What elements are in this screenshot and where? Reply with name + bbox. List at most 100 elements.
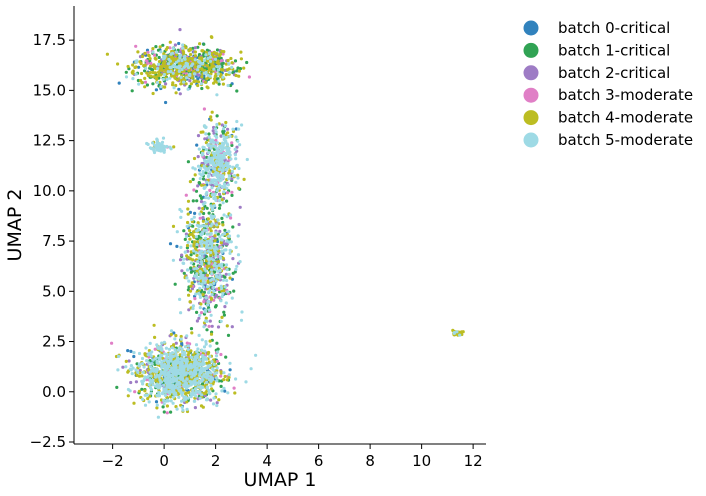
scatter-point [236,173,240,177]
scatter-point [165,352,169,356]
scatter-point [142,64,146,68]
scatter-point [236,176,240,180]
scatter-point [208,159,212,163]
scatter-point [194,292,198,296]
scatter-point [233,270,237,274]
scatter-point [217,79,221,83]
scatter-point [171,71,175,75]
scatter-point [161,405,165,409]
scatter-point [195,143,199,147]
scatter-point [193,240,197,244]
scatter-point [155,382,159,386]
scatter-point [140,387,144,391]
scatter-point [206,264,211,268]
scatter-point [145,71,149,75]
scatter-point [189,261,193,265]
scatter-point [134,380,138,384]
scatter-point [239,57,243,61]
scatter-point [160,347,164,351]
legend-label: batch 1-critical [558,41,670,59]
scatter-point [197,333,201,337]
scatter-point [162,72,166,77]
scatter-point [230,65,234,69]
scatter-point [182,80,186,84]
scatter-point [209,250,213,255]
scatter-point [184,359,188,363]
scatter-point [153,347,157,351]
scatter-point [219,241,223,245]
scatter-point [191,365,195,369]
scatter-point [234,157,238,161]
scatter-point [219,175,223,179]
scatter-point [207,135,211,139]
scatter-point [196,221,200,225]
scatter-point [141,382,145,386]
scatter-point [237,127,241,131]
scatter-point [211,180,215,184]
scatter-point [200,196,204,200]
scatter-point [212,64,216,68]
scatter-point [217,276,221,280]
scatter-point [182,261,186,265]
scatter-point [206,374,210,378]
scatter-point [222,313,226,317]
scatter-point [209,115,213,119]
scatter-point [189,380,193,384]
scatter-point [208,166,212,170]
scatter-point [201,202,206,206]
scatter-point [210,360,214,364]
scatter-point [191,306,195,311]
scatter-point [229,213,233,217]
scatter-point [143,85,147,89]
scatter-point [196,385,200,389]
scatter-point [155,137,159,141]
scatter-point [188,72,192,76]
scatter-point [147,349,151,353]
scatter-point [175,65,179,69]
scatter-point [209,371,213,375]
scatter-point [213,372,217,376]
scatter-point [197,358,201,362]
scatter-point [203,80,207,84]
scatter-point [219,299,223,303]
scatter-point [145,393,150,397]
scatter-point [235,264,239,268]
scatter-point [202,373,206,377]
scatter-point [141,370,145,374]
scatter-point [171,362,175,366]
scatter-point [212,281,216,285]
scatter-point [150,362,154,366]
legend-marker [523,20,539,36]
scatter-point [199,130,203,134]
scatter-point [194,189,199,193]
legend: batch 0-critical batch 1-critical batch 2-… [523,19,693,149]
scatter-point [201,177,206,181]
scatter-point [249,367,253,371]
scatter-point [197,59,201,63]
y-tick-label: −2.5 [30,433,66,451]
scatter-point [214,354,219,358]
scatter-point [181,408,185,412]
scatter-point [206,249,210,253]
scatter-point [196,45,200,49]
scatter-point [195,366,199,370]
scatter-point [183,345,188,349]
scatter-point [193,54,198,58]
scatter-point [186,344,191,348]
scatter-point [196,240,200,244]
scatter-point [237,166,241,171]
scatter-point [201,219,205,223]
scatter-point [162,372,166,376]
scatter-point [180,58,184,63]
scatter-point [209,297,214,301]
scatter-point [214,304,218,308]
scatter-point [162,410,166,414]
scatter-point [196,184,200,188]
scatter-point [207,324,211,328]
scatter-point [232,386,236,390]
scatter-point [200,282,204,286]
scatter-point [193,399,197,403]
scatter-point [185,407,189,411]
scatter-point [128,389,132,393]
